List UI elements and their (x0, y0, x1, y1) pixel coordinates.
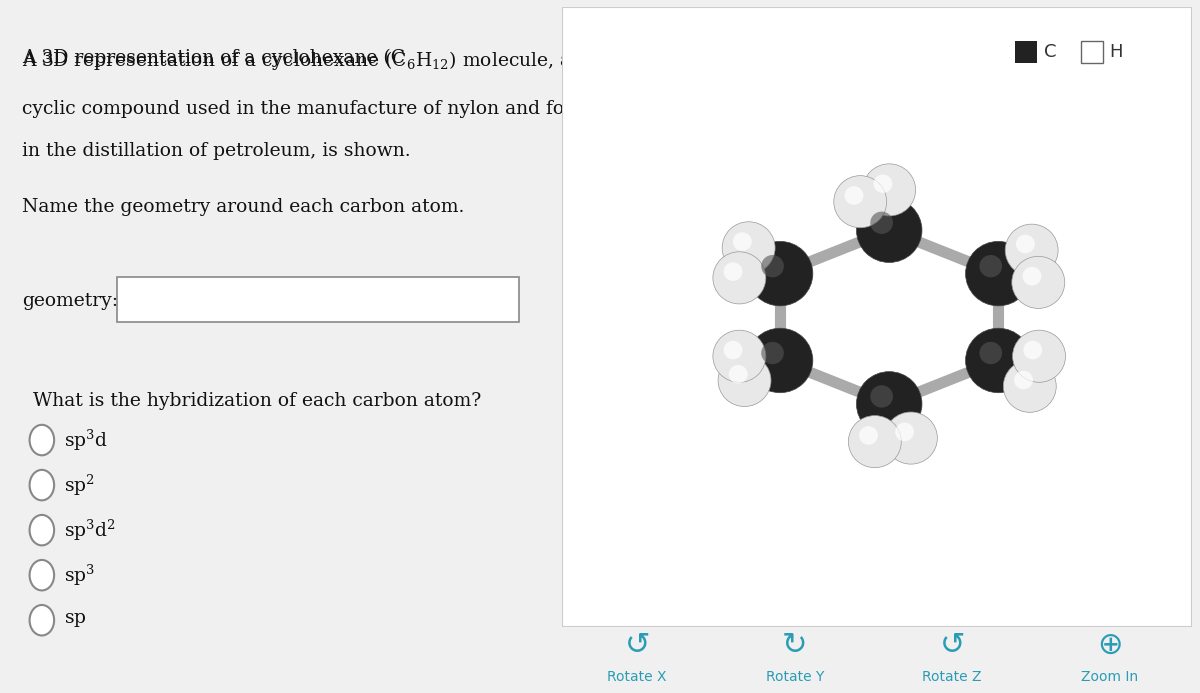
Circle shape (30, 425, 54, 455)
Circle shape (857, 371, 922, 436)
Circle shape (1014, 371, 1033, 389)
Circle shape (1022, 267, 1042, 286)
Circle shape (713, 330, 766, 383)
FancyBboxPatch shape (118, 277, 518, 322)
Circle shape (834, 175, 887, 228)
Circle shape (845, 186, 863, 205)
Text: $\mathregular{sp^2}$: $\mathregular{sp^2}$ (64, 473, 95, 498)
Circle shape (724, 341, 743, 360)
Circle shape (870, 211, 893, 234)
Text: geometry:: geometry: (23, 292, 119, 310)
Text: cyclic compound used in the manufacture of nylon and found: cyclic compound used in the manufacture … (23, 100, 600, 119)
Circle shape (728, 365, 748, 383)
Text: C: C (1044, 42, 1056, 60)
Circle shape (1012, 256, 1064, 308)
Text: ↻: ↻ (782, 631, 808, 660)
Text: ↺: ↺ (940, 631, 965, 660)
Circle shape (761, 342, 784, 365)
FancyBboxPatch shape (562, 7, 1192, 627)
Text: What is the hybridization of each carbon atom?: What is the hybridization of each carbon… (34, 392, 481, 410)
Circle shape (979, 342, 1002, 365)
Circle shape (1024, 341, 1042, 360)
Text: $\mathregular{sp}$: $\mathregular{sp}$ (64, 611, 86, 629)
Circle shape (857, 198, 922, 263)
Text: A 3D representation of a cyclohexane ($\mathregular{C_6H_{12}}$) molecule, a: A 3D representation of a cyclohexane ($\… (23, 49, 572, 71)
Circle shape (722, 222, 775, 274)
Text: $\mathregular{sp^3d}$: $\mathregular{sp^3d}$ (64, 428, 108, 453)
Text: Zoom In: Zoom In (1081, 669, 1139, 683)
Circle shape (724, 263, 743, 281)
Circle shape (761, 255, 784, 277)
Circle shape (1003, 360, 1056, 412)
Circle shape (979, 255, 1002, 277)
Text: $\mathregular{sp^3d^2}$: $\mathregular{sp^3d^2}$ (64, 518, 116, 543)
Circle shape (713, 252, 766, 304)
Circle shape (1006, 224, 1058, 277)
Circle shape (733, 232, 751, 251)
Circle shape (1013, 330, 1066, 383)
Circle shape (859, 426, 878, 445)
Circle shape (30, 515, 54, 545)
Text: Rotate Y: Rotate Y (766, 669, 824, 683)
Text: Name the geometry around each carbon atom.: Name the geometry around each carbon ato… (23, 198, 464, 216)
Text: H: H (1110, 42, 1123, 60)
Circle shape (30, 470, 54, 500)
Circle shape (748, 328, 812, 393)
Text: ↺: ↺ (624, 631, 650, 660)
Circle shape (895, 423, 914, 441)
Circle shape (718, 354, 770, 407)
Text: A 3D representation of a cyclohexane (C: A 3D representation of a cyclohexane (C (23, 49, 406, 67)
Circle shape (863, 164, 916, 216)
Circle shape (30, 605, 54, 635)
Text: $\mathregular{sp^3}$: $\mathregular{sp^3}$ (64, 563, 95, 588)
Text: ⊕: ⊕ (1097, 631, 1122, 660)
Circle shape (748, 241, 812, 306)
Circle shape (870, 385, 893, 407)
Circle shape (966, 328, 1031, 393)
Bar (1081, 41, 1104, 63)
Bar (1015, 41, 1037, 63)
Circle shape (30, 560, 54, 590)
Text: in the distillation of petroleum, is shown.: in the distillation of petroleum, is sho… (23, 142, 410, 160)
Circle shape (1016, 235, 1034, 254)
Text: Rotate Z: Rotate Z (923, 669, 982, 683)
Circle shape (884, 412, 937, 464)
Circle shape (874, 175, 893, 193)
Text: Rotate X: Rotate X (607, 669, 667, 683)
Circle shape (848, 416, 901, 468)
Circle shape (966, 241, 1031, 306)
